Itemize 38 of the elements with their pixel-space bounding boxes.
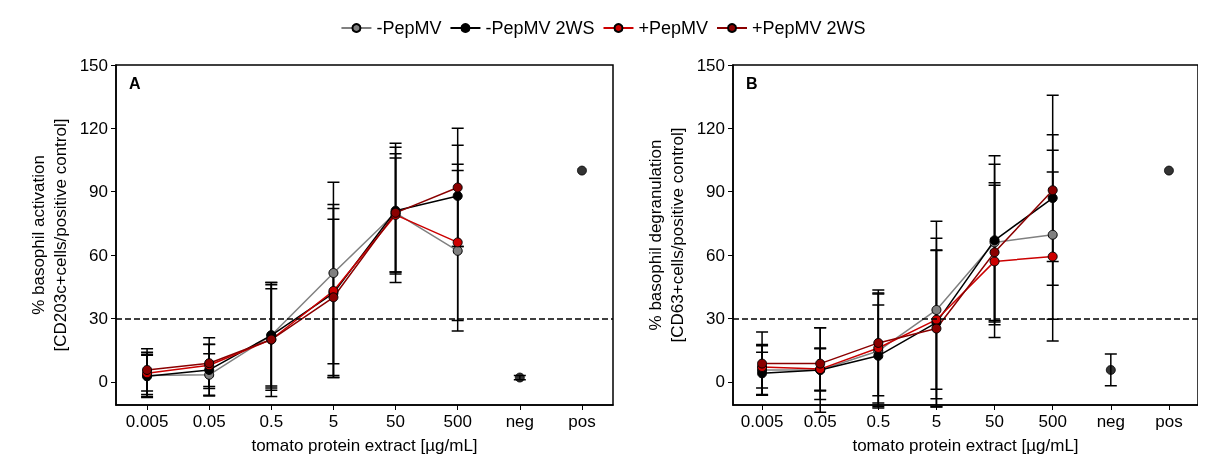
y-tick-label: 0 xyxy=(715,372,725,392)
x-tick-label: 50 xyxy=(386,412,406,431)
x-tick-label: 0.005 xyxy=(740,412,784,431)
x-tick-label: 500 xyxy=(443,412,472,431)
x-tick-label: pos xyxy=(1155,412,1183,431)
x-tick-label: neg xyxy=(1096,412,1125,431)
y-tick-label: 150 xyxy=(696,55,725,75)
x-tick-label: pos xyxy=(568,412,596,431)
y-tick-label: 120 xyxy=(79,118,108,138)
x-tick-label: 500 xyxy=(1038,412,1067,431)
x-tick-label: neg xyxy=(505,412,534,431)
x-tick-label: 0.05 xyxy=(192,412,226,431)
x-axis-title: tomato protein extract [µg/mL] xyxy=(251,436,478,455)
y-tick-label: 30 xyxy=(706,308,725,328)
x-tick-label: 5 xyxy=(328,412,339,431)
legend-label: -PepMV 2WS xyxy=(485,18,595,38)
legend-label: -PepMV xyxy=(376,18,442,38)
x-tick-label: 50 xyxy=(985,412,1005,431)
y-tick-label: 90 xyxy=(706,182,725,202)
x-tick-label: 0.5 xyxy=(259,412,284,431)
y-tick-label: 30 xyxy=(89,308,108,328)
x-tick-label: 0.005 xyxy=(125,412,169,431)
x-tick-label: 5 xyxy=(931,412,942,431)
y-tick-label: 90 xyxy=(89,182,108,202)
x-tick-label: 0.5 xyxy=(866,412,891,431)
y-tick-label: 60 xyxy=(89,245,108,265)
y-axis-title: % basophil degranulation [CD63+cells/positive control] xyxy=(645,127,687,343)
x-axis-title: tomato protein extract [µg/mL] xyxy=(852,436,1079,455)
y-tick-label: 120 xyxy=(696,118,725,138)
legend-label: +PepMV xyxy=(638,18,709,38)
y-tick-label: 150 xyxy=(79,55,108,75)
text: A xyxy=(129,74,141,92)
text: B xyxy=(746,74,758,92)
x-tick-label: 0.05 xyxy=(803,412,837,431)
y-axis-title: % basophil activation [CD203c+cells/positive control] xyxy=(28,118,70,352)
legend-label: +PepMV 2WS xyxy=(752,18,866,38)
y-tick-label: 60 xyxy=(706,245,725,265)
y-tick-label: 0 xyxy=(98,372,108,392)
